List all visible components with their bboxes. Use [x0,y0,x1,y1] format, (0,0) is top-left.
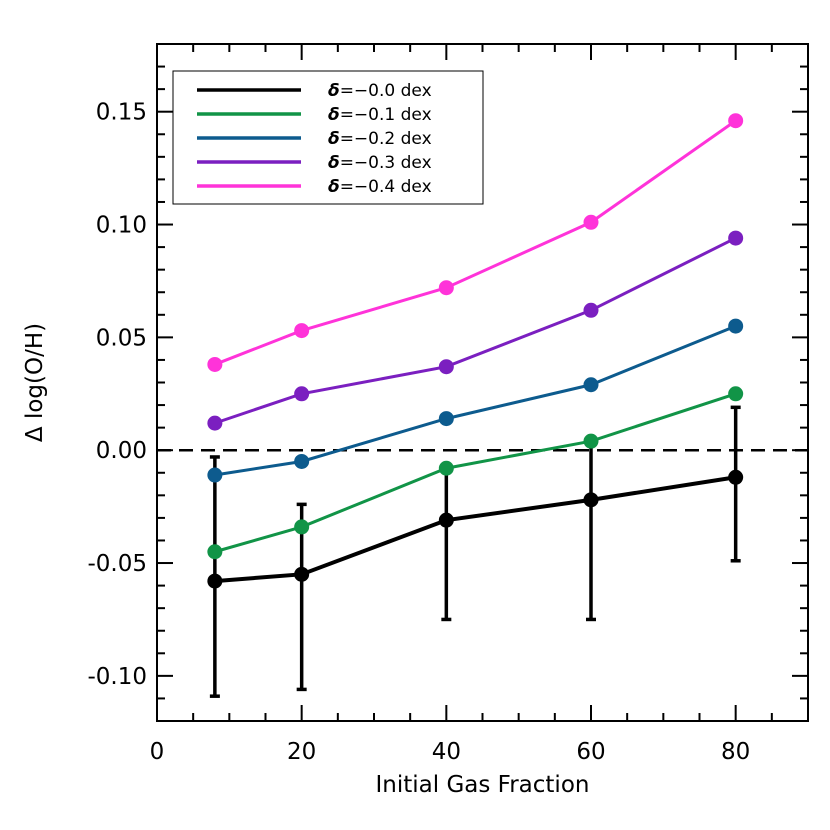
legend-delta-symbol: δ [328,129,340,149]
legend-label-0: δ=−0.0 dex [328,81,432,101]
series-1-point [728,386,744,402]
series-0-point [438,512,454,528]
series-0-point [294,566,310,582]
y-tick-label: -0.10 [87,664,147,690]
legend-delta-symbol: δ [328,81,340,101]
series-3-point [583,302,599,318]
series-2-point [728,318,744,334]
x-tick-label: 20 [287,739,316,765]
series-0-point [728,469,744,485]
series-2-point [583,377,599,393]
y-tick-label: 0.05 [96,325,147,351]
series-1-point [294,519,310,535]
series-4-point [294,323,310,339]
y-tick-label: 0.10 [96,213,147,239]
series-0-point [583,492,599,508]
series-2-point [207,467,223,483]
legend-label-text: =−0.4 dex [340,177,432,197]
series-3-point [438,359,454,375]
x-tick-label: 40 [432,739,461,765]
series-1-point [207,544,223,560]
legend-delta-symbol: δ [328,105,340,125]
legend-label-1: δ=−0.1 dex [328,105,432,125]
series-4-point [207,356,223,372]
y-axis-title: Δ log(O/H) [22,323,48,442]
legend-label-4: δ=−0.4 dex [328,177,432,197]
series-group [207,113,744,589]
series-3-point [294,386,310,402]
legend-label-3: δ=−0.3 dex [328,153,432,173]
legend-delta-symbol: δ [328,177,340,197]
x-tick-label: 80 [721,739,750,765]
legend-label-2: δ=−0.2 dex [328,129,432,149]
series-0-point [207,573,223,589]
series-4-point [438,280,454,296]
y-tick-label: -0.05 [87,551,147,577]
x-tick-label: 60 [576,739,605,765]
series-4-point [728,113,744,129]
series-2-point [294,453,310,469]
series-1-point [583,433,599,449]
series-line-2 [214,324,737,477]
legend-label-text: =−0.0 dex [340,81,432,101]
tick-labels: 0 20 40 60 80 -0.10 -0.05 0.00 0.05 0.10 0.15 [87,100,750,765]
series-line-1 [214,392,737,554]
legend-label-text: =−0.3 dex [340,153,432,173]
series-2-point [438,411,454,427]
plot-frame [156,43,809,722]
x-axis-title: Initial Gas Fraction [376,772,590,798]
y-tick-label: 0.00 [96,438,147,464]
x-tick-label: 0 [150,739,165,765]
series-line-3 [214,236,737,425]
series-3-point [207,415,223,431]
legend-label-text: =−0.2 dex [340,129,432,149]
series-4-point [583,214,599,230]
legend-label-text: =−0.1 dex [340,105,432,125]
y-tick-label: 0.15 [96,100,147,126]
legend-delta-symbol: δ [328,153,340,173]
series-3-point [728,230,744,246]
series-1-point [438,460,454,476]
